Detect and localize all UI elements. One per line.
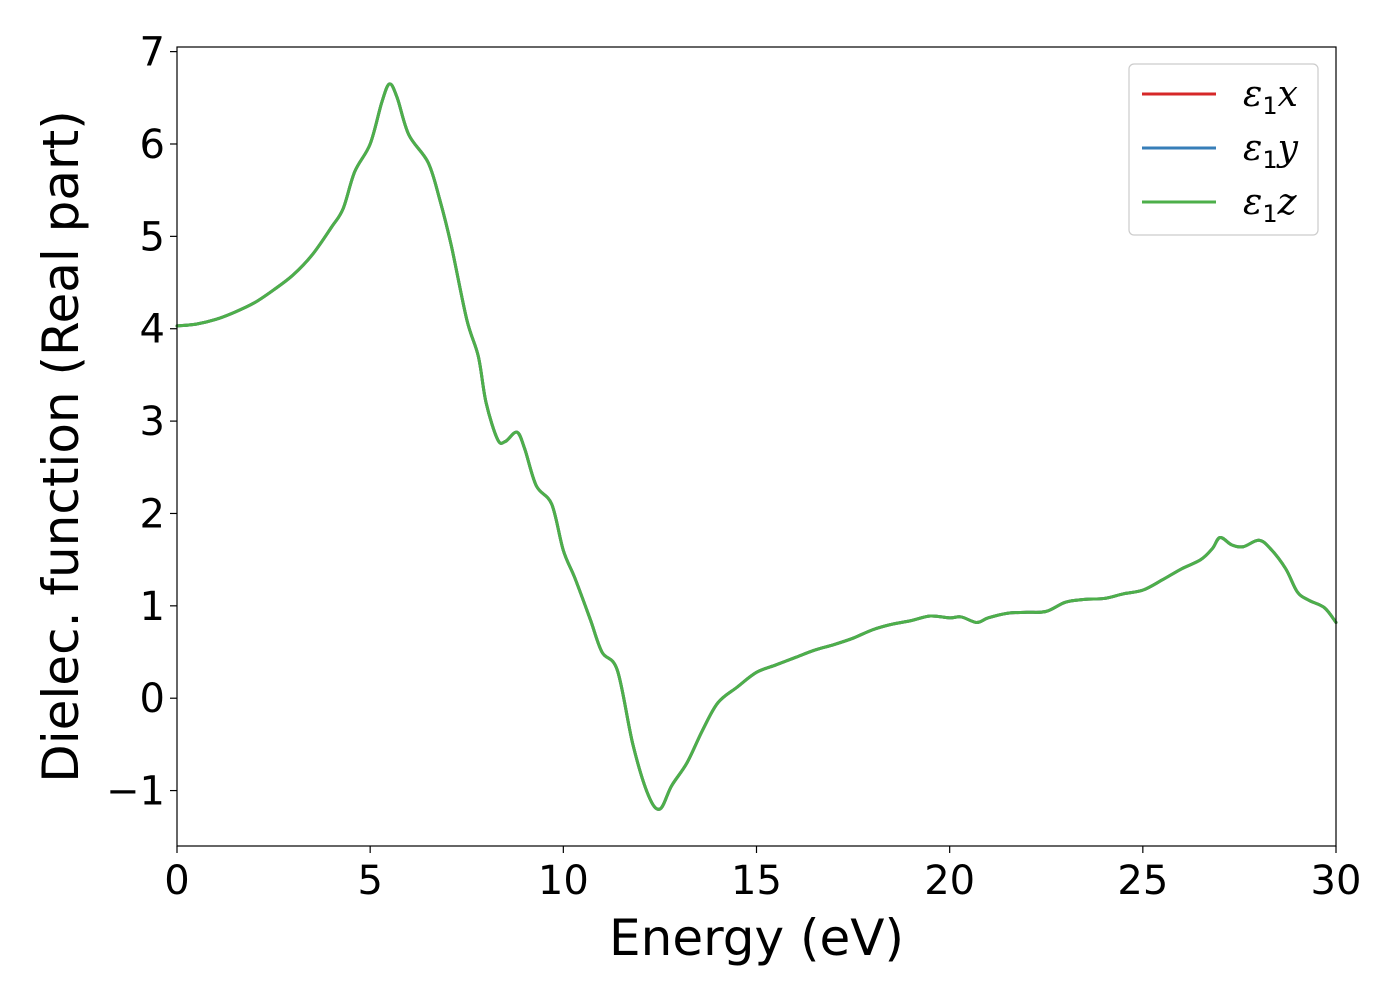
legend-label-z: ε1z xyxy=(1243,182,1298,228)
x-tick-label: 5 xyxy=(357,858,382,904)
x-tick-label: 15 xyxy=(731,858,782,904)
y-tick-label: 0 xyxy=(140,676,165,722)
x-tick-label: 10 xyxy=(538,858,589,904)
x-tick-label: 20 xyxy=(924,858,975,904)
y-tick-label: 2 xyxy=(140,491,165,537)
y-axis-label: Dielec. function (Real part) xyxy=(32,110,90,782)
legend-box xyxy=(1128,63,1319,236)
y-tick-label: −1 xyxy=(106,769,165,815)
series-layer xyxy=(175,82,1338,811)
y-tick-label: 7 xyxy=(140,30,165,76)
x-tick-label: 0 xyxy=(164,858,189,904)
x-tick-label: 30 xyxy=(1311,858,1362,904)
y-tick-label: 6 xyxy=(140,122,165,168)
y-tick-label: 3 xyxy=(140,399,165,445)
x-tick-label: 25 xyxy=(1117,858,1168,904)
y-tick-label: 1 xyxy=(140,584,165,630)
y-tick-label: 4 xyxy=(140,307,165,353)
ticks-layer: 0 5 10 15 20 25 30 −1 0 1 2 3 4 5 6 7 xyxy=(106,30,1361,904)
legend: ε1x ε1y ε1z xyxy=(1128,63,1319,236)
legend-label-x: ε1x xyxy=(1243,74,1298,120)
x-axis-label: Energy (eV) xyxy=(609,909,904,967)
y-tick-label: 5 xyxy=(140,214,165,260)
series-line-z xyxy=(175,82,1338,811)
legend-label-y: ε1y xyxy=(1243,128,1299,174)
